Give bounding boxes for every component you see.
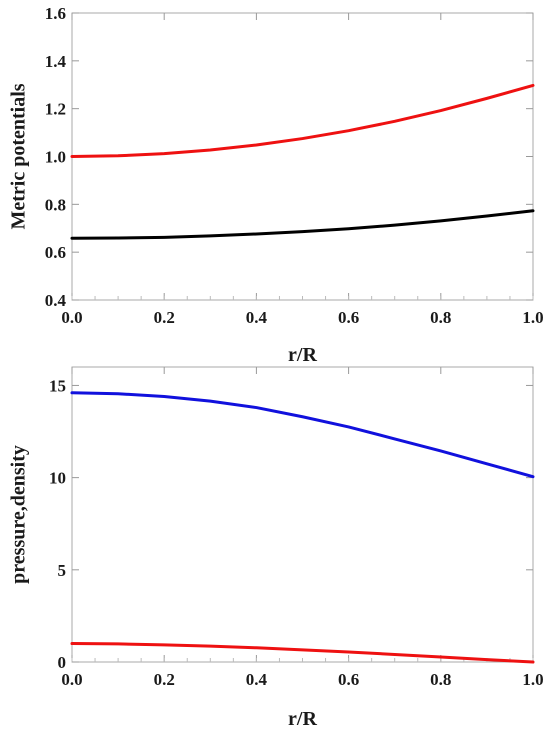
series-line-0 (70, 391, 535, 479)
y-axis-label: pressure,density (8, 445, 30, 584)
pressure-density-chart: 0.0 0.2 0.4 0.6 0.8 1.0 0 5 10 15 r/R pressure,dens… (8, 366, 544, 730)
plot-frame (71, 12, 534, 301)
x-tick-label: 0.4 (246, 308, 268, 327)
series-line-0 (70, 83, 535, 158)
y-tick-label: 1.0 (45, 148, 66, 167)
x-tick-label: 1.0 (522, 308, 543, 327)
x-tick-label: 0.2 (154, 670, 175, 689)
y-tick-label: 0.6 (45, 243, 66, 262)
x-tick-label: 0.6 (338, 308, 359, 327)
y-axis-label: Metric potentials (8, 83, 30, 229)
y-tick-label: 1.2 (45, 100, 66, 119)
x-axis-label: r/R (288, 344, 317, 366)
x-tick-label: 0.0 (61, 670, 82, 689)
x-tick-label: 0.8 (430, 670, 451, 689)
x-tick-label: 0.8 (430, 308, 451, 327)
y-tick-label: 0.8 (45, 195, 66, 214)
x-tick-label: 1.0 (522, 670, 543, 689)
y-tick-label: 5 (58, 561, 67, 580)
x-tick-label: 0.0 (61, 308, 82, 327)
x-tick-label: 0.2 (154, 308, 175, 327)
x-axis-label: r/R (288, 708, 317, 730)
y-tick-label: 0 (58, 653, 67, 672)
y-tick-label: 15 (49, 376, 66, 395)
x-tick-label: 0.4 (246, 670, 268, 689)
x-tick-label: 0.6 (338, 670, 359, 689)
y-tick-label: 1.6 (45, 4, 66, 23)
y-tick-label: 1.4 (45, 52, 67, 71)
y-tick-label: 0.4 (45, 291, 67, 310)
plot-frame (71, 366, 534, 663)
series-line-1 (70, 642, 535, 664)
y-tick-label: 10 (49, 469, 66, 488)
metric-potentials-chart: 0.0 0.2 0.4 0.6 0.8 1.0 0.4 0.6 0.8 1.0 1.2 1.4 1.6 r… (8, 4, 544, 366)
series-line-1 (70, 209, 535, 240)
